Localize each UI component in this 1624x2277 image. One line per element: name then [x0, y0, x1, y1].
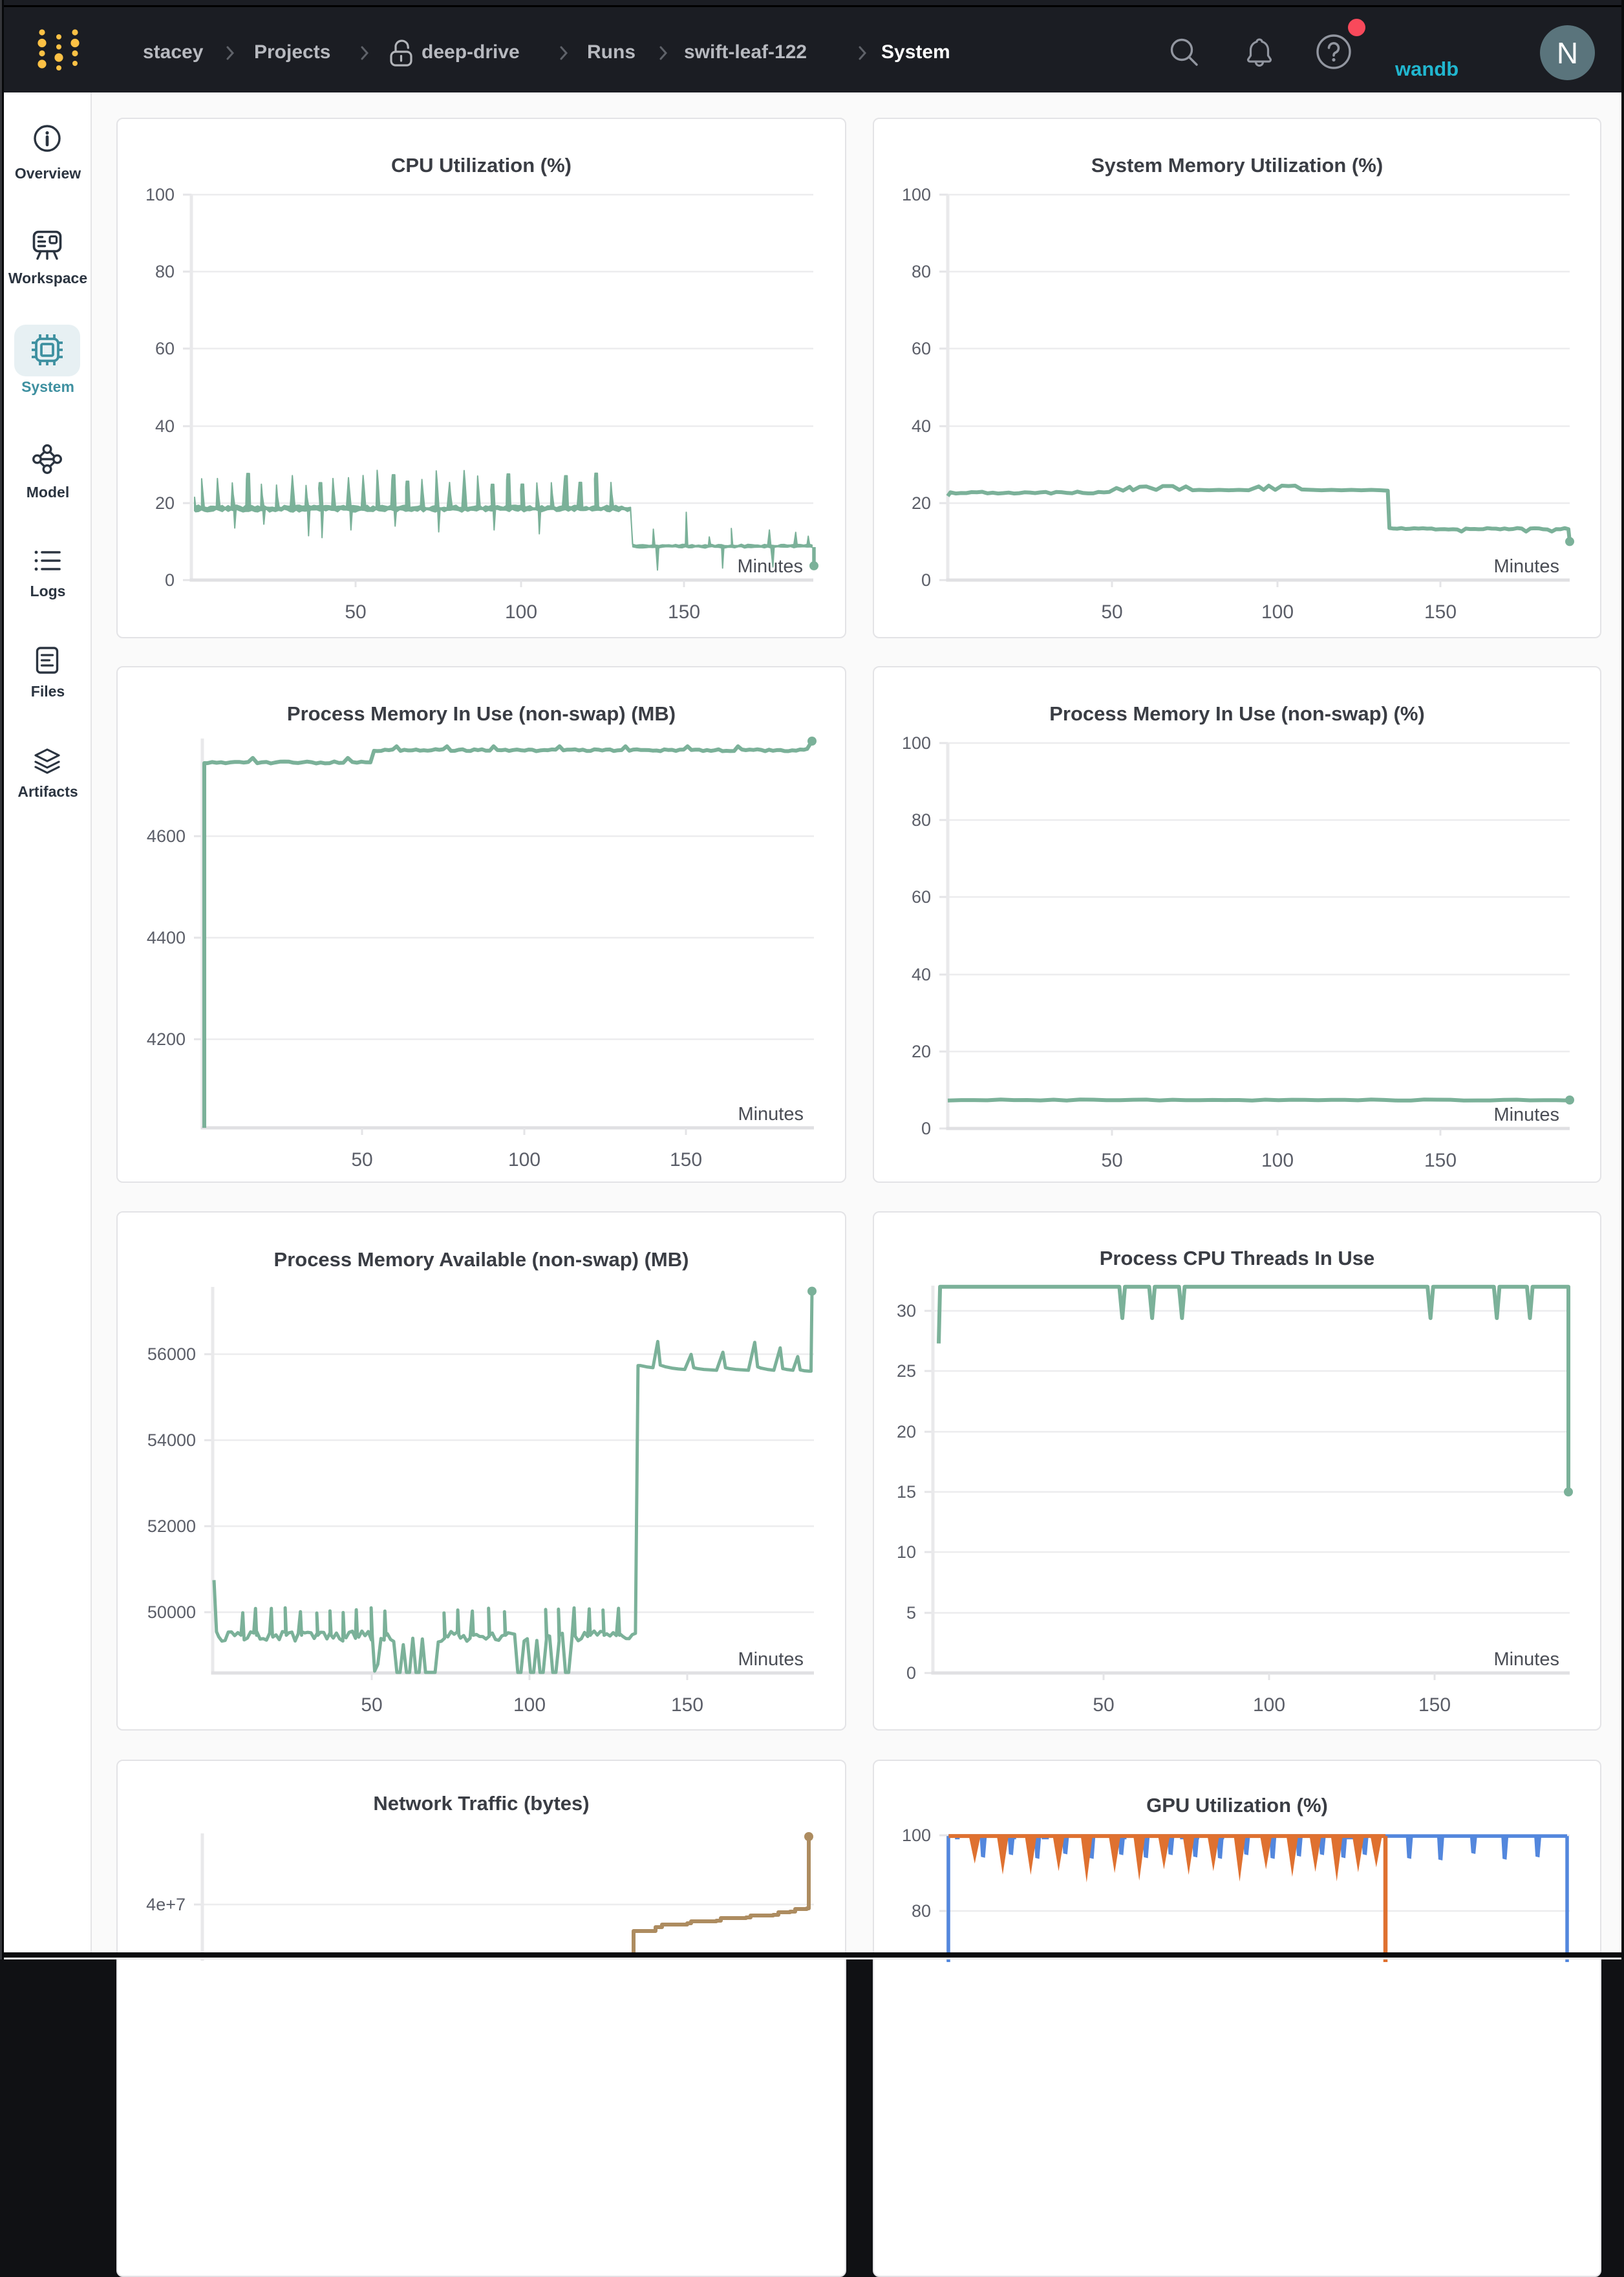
svg-text:20: 20 — [155, 493, 175, 513]
svg-text:100: 100 — [902, 733, 931, 753]
svg-text:Minutes: Minutes — [1493, 1105, 1559, 1125]
svg-text:0: 0 — [921, 570, 931, 590]
svg-text:50: 50 — [1101, 601, 1122, 623]
svg-text:150: 150 — [1418, 1694, 1451, 1716]
svg-text:60: 60 — [912, 887, 931, 907]
svg-text:54000: 54000 — [147, 1430, 196, 1450]
svg-text:10: 10 — [897, 1542, 916, 1562]
svg-text:25: 25 — [897, 1361, 916, 1381]
svg-text:50: 50 — [345, 601, 366, 623]
svg-text:100: 100 — [505, 601, 537, 623]
svg-text:80: 80 — [155, 262, 175, 281]
svg-text:40: 40 — [155, 416, 175, 436]
svg-text:GPU Utilization (%): GPU Utilization (%) — [1146, 1794, 1328, 1817]
svg-text:Process Memory In Use (non-swa: Process Memory In Use (non-swap) (%) — [1049, 702, 1425, 725]
svg-text:150: 150 — [670, 1149, 702, 1171]
svg-text:40: 40 — [912, 416, 931, 436]
svg-text:5: 5 — [906, 1603, 916, 1623]
svg-text:100: 100 — [902, 185, 931, 204]
svg-text:150: 150 — [1424, 601, 1457, 623]
svg-text:50: 50 — [1101, 1150, 1122, 1171]
svg-text:80: 80 — [912, 1901, 931, 1921]
svg-text:4600: 4600 — [147, 826, 186, 846]
svg-text:20: 20 — [912, 1042, 931, 1061]
svg-text:150: 150 — [671, 1694, 703, 1716]
svg-text:Minutes: Minutes — [1493, 1649, 1559, 1670]
svg-text:Process CPU Threads In Use: Process CPU Threads In Use — [1100, 1247, 1375, 1269]
svg-text:80: 80 — [912, 262, 931, 281]
svg-text:System Memory Utilization (%): System Memory Utilization (%) — [1091, 154, 1383, 177]
svg-text:40: 40 — [912, 965, 931, 984]
svg-text:Minutes: Minutes — [738, 1649, 804, 1670]
svg-text:56000: 56000 — [147, 1344, 196, 1364]
svg-text:100: 100 — [1261, 601, 1294, 623]
svg-text:0: 0 — [921, 1119, 931, 1138]
svg-text:Network Traffic (bytes): Network Traffic (bytes) — [373, 1792, 589, 1815]
svg-text:0: 0 — [906, 1663, 916, 1683]
svg-text:150: 150 — [1424, 1150, 1457, 1171]
svg-text:4400: 4400 — [147, 928, 186, 947]
svg-text:4200: 4200 — [147, 1030, 186, 1049]
svg-text:50: 50 — [361, 1694, 382, 1716]
svg-text:Process Memory In Use (non-swa: Process Memory In Use (non-swap) (MB) — [287, 702, 676, 725]
svg-text:15: 15 — [897, 1482, 916, 1502]
svg-text:50: 50 — [1093, 1694, 1114, 1716]
svg-text:20: 20 — [912, 493, 931, 513]
svg-text:Minutes: Minutes — [737, 556, 803, 577]
svg-text:52000: 52000 — [147, 1516, 196, 1536]
svg-text:30: 30 — [897, 1301, 916, 1321]
svg-text:100: 100 — [513, 1694, 546, 1716]
svg-text:60: 60 — [155, 339, 175, 358]
svg-text:150: 150 — [668, 601, 700, 623]
svg-text:100: 100 — [1253, 1694, 1285, 1716]
svg-text:4e+7: 4e+7 — [146, 1895, 186, 1914]
svg-text:100: 100 — [145, 185, 175, 204]
svg-text:Minutes: Minutes — [738, 1104, 804, 1125]
svg-text:100: 100 — [902, 1826, 931, 1845]
svg-text:60: 60 — [912, 339, 931, 358]
svg-text:80: 80 — [912, 810, 931, 830]
svg-text:0: 0 — [165, 570, 175, 590]
svg-text:100: 100 — [1261, 1150, 1294, 1171]
svg-text:CPU Utilization (%): CPU Utilization (%) — [391, 154, 572, 177]
svg-text:20: 20 — [897, 1422, 916, 1441]
svg-text:50000: 50000 — [147, 1603, 196, 1622]
svg-text:Process Memory Available (non-: Process Memory Available (non-swap) (MB) — [274, 1248, 689, 1271]
svg-text:50: 50 — [351, 1149, 372, 1171]
svg-text:100: 100 — [508, 1149, 540, 1171]
svg-text:Minutes: Minutes — [1493, 556, 1559, 577]
